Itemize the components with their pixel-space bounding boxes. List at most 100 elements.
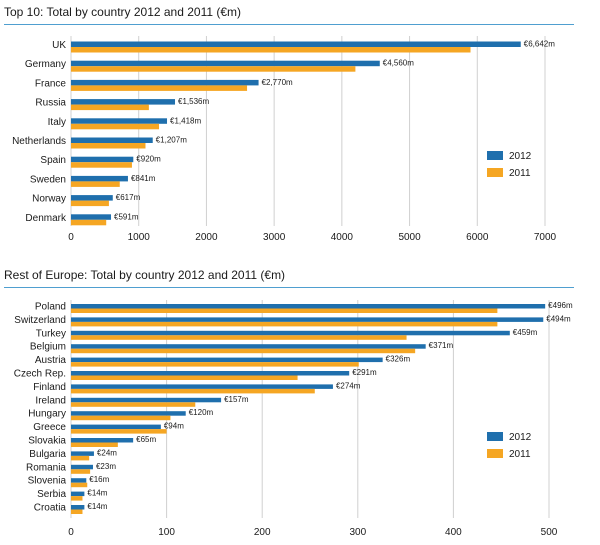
data-label: €1,207m [156, 136, 187, 145]
data-label: €120m [189, 408, 214, 417]
data-label: €1,536m [178, 97, 209, 106]
chart1-title: Top 10: Total by country 2012 and 2011 (… [4, 5, 242, 19]
bar-2012 [71, 397, 222, 403]
data-label: €4,560m [383, 59, 414, 68]
legend-swatch-2011 [487, 449, 503, 458]
bar-2012 [71, 371, 350, 376]
bar-2011 [71, 509, 83, 514]
category-label: Netherlands [12, 136, 66, 147]
bar-2012 [71, 99, 176, 105]
x-tick-label: 200 [254, 527, 271, 538]
data-label: €841m [131, 174, 156, 183]
legend-swatch-2012 [487, 151, 503, 160]
bar-2012 [71, 438, 134, 443]
x-tick-label: 0 [68, 232, 74, 243]
data-label: €494m [546, 314, 571, 323]
x-tick-label: 4000 [331, 232, 354, 243]
bar-2011 [71, 219, 107, 226]
bar-2011 [71, 335, 407, 340]
bar-2012 [71, 344, 426, 349]
bar-2012 [71, 317, 544, 322]
bar-2011 [71, 308, 498, 313]
bar-2012 [71, 41, 521, 47]
bar-2012 [71, 464, 93, 470]
bar-2011 [71, 200, 109, 207]
data-label: €6,642m [524, 40, 555, 49]
category-label: Poland [35, 302, 66, 313]
bar-2011 [71, 321, 498, 327]
chart1-svg: 0 1000 2000 3000 4000 5000 6000 7000 UK €6,642m Ge… [12, 36, 557, 243]
category-label: Italy [48, 117, 66, 128]
category-label: Spain [40, 155, 66, 166]
data-label: €14m [87, 502, 107, 511]
bar-2012 [71, 304, 546, 309]
bar-2011 [71, 181, 120, 187]
bar-2011 [71, 388, 315, 394]
data-label: €94m [164, 422, 184, 431]
bar-2011 [71, 375, 298, 380]
bar-2011 [71, 455, 90, 461]
category-label: Czech Rep. [14, 369, 66, 380]
bar-2012 [71, 214, 112, 220]
category-label: UK [52, 40, 66, 51]
category-label: Finland [33, 382, 66, 393]
bar-2012 [71, 137, 153, 143]
bar-2012 [71, 505, 85, 510]
data-label: €291m [352, 368, 377, 377]
category-label: Belgium [30, 342, 66, 353]
bar-2011 [71, 402, 196, 407]
legend-label-2012: 2012 [509, 151, 532, 162]
data-label: €14m [87, 489, 107, 498]
x-tick-label: 1000 [128, 232, 151, 243]
bar-2011 [71, 162, 132, 168]
bar-2012 [71, 195, 113, 201]
category-label: Austria [35, 355, 67, 366]
bar-2011 [71, 85, 248, 91]
category-label: Sweden [30, 174, 66, 185]
x-tick-label: 3000 [263, 232, 286, 243]
x-tick-label: 500 [541, 527, 558, 538]
x-tick-label: 7000 [534, 232, 557, 243]
bar-2012 [71, 478, 87, 483]
category-label: Serbia [37, 489, 66, 500]
bar-2012 [71, 175, 128, 182]
bar-2011 [71, 47, 471, 53]
category-label: Croatia [34, 503, 67, 514]
x-tick-label: 400 [445, 527, 462, 538]
bar-2011 [71, 123, 160, 130]
data-label: €326m [386, 355, 411, 364]
category-label: Germany [25, 59, 66, 70]
bar-2011 [71, 362, 359, 367]
bar-2011 [71, 429, 167, 434]
bar-2011 [71, 482, 88, 488]
legend-label-2011: 2011 [509, 168, 531, 179]
bar-2011 [71, 469, 91, 474]
bar-2012 [71, 384, 333, 389]
x-tick-label: 0 [68, 527, 74, 538]
category-label: Switzerland [14, 315, 66, 326]
bar-2012 [71, 424, 161, 430]
data-label: €274m [336, 381, 361, 390]
bar-2012 [71, 330, 510, 336]
bar-2012 [71, 451, 94, 456]
data-label: €920m [136, 155, 161, 164]
bar-2012 [71, 357, 383, 363]
bar-2011 [71, 442, 118, 447]
data-label: €65m [136, 435, 156, 444]
bar-2011 [71, 104, 149, 111]
category-label: Turkey [36, 328, 66, 339]
data-label: €23m [96, 462, 116, 471]
bar-2011 [71, 496, 83, 501]
data-label: €2,770m [262, 78, 293, 87]
data-label: €617m [116, 193, 141, 202]
data-label: €157m [224, 395, 249, 404]
bar-2011 [71, 415, 171, 421]
category-label: Greece [33, 422, 66, 433]
category-label: Ireland [35, 395, 66, 406]
bar-2011 [71, 143, 146, 149]
x-tick-label: 6000 [466, 232, 489, 243]
category-label: Romania [26, 462, 66, 473]
category-label: Denmark [25, 213, 67, 224]
category-label: Hungary [28, 409, 66, 420]
